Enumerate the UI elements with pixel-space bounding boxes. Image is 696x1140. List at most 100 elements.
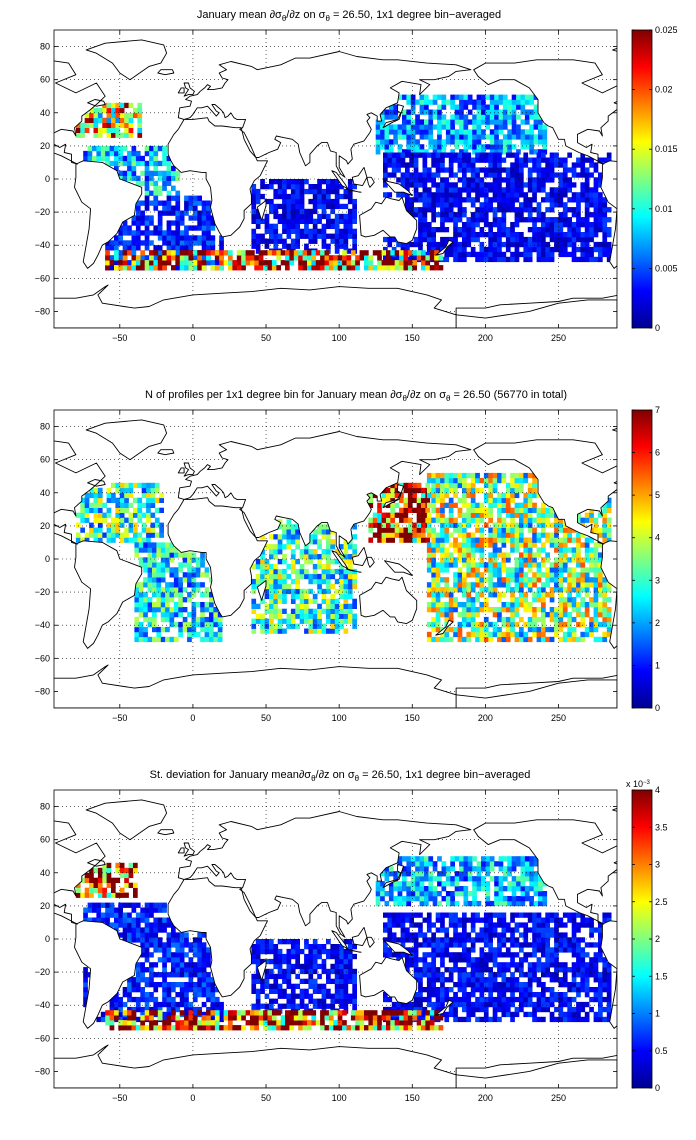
bin-cell bbox=[562, 157, 568, 163]
bin-cell bbox=[394, 502, 400, 508]
bin-cell bbox=[405, 162, 410, 168]
bin-cell bbox=[380, 871, 385, 877]
bin-cell bbox=[453, 182, 458, 188]
bin-cell bbox=[166, 937, 172, 943]
bin-cell bbox=[475, 542, 480, 548]
bin-cell bbox=[87, 907, 93, 913]
bin-cell bbox=[593, 597, 599, 603]
bin-cell bbox=[497, 172, 502, 178]
bin-cell bbox=[444, 577, 450, 583]
bin-cell bbox=[269, 588, 274, 595]
bin-cell bbox=[290, 208, 296, 215]
bin-cell bbox=[277, 588, 283, 595]
bin-cell bbox=[502, 134, 508, 140]
bin-cell bbox=[567, 167, 572, 173]
bin-cell bbox=[334, 559, 340, 565]
bin-cell bbox=[197, 947, 202, 953]
bin-cell bbox=[165, 616, 170, 623]
bin-cell bbox=[157, 1001, 163, 1008]
bin-cell bbox=[200, 607, 205, 613]
bin-cell bbox=[290, 218, 296, 224]
bin-cell bbox=[435, 162, 441, 168]
bin-cell bbox=[171, 962, 176, 968]
bin-cell bbox=[494, 134, 499, 140]
bin-cell bbox=[118, 155, 123, 162]
bin-cell bbox=[209, 612, 214, 618]
panel-std-deviation: St. deviation for January mean∂σθ/∂z on … bbox=[35, 769, 668, 1103]
bin-cell bbox=[254, 260, 259, 266]
bin-cell bbox=[422, 177, 428, 183]
bin-cell bbox=[138, 621, 144, 628]
bin-cell bbox=[146, 497, 151, 503]
bin-cell bbox=[419, 144, 425, 150]
bin-cell bbox=[187, 557, 192, 563]
bin-cell bbox=[179, 260, 185, 266]
bin-cell bbox=[380, 881, 385, 887]
bin-cell bbox=[532, 167, 537, 173]
bin-cell bbox=[339, 593, 344, 600]
bin-cell bbox=[264, 628, 270, 634]
bin-cell bbox=[422, 202, 428, 208]
bin-cell bbox=[346, 265, 352, 271]
bin-cell bbox=[462, 582, 467, 588]
bin-cell bbox=[153, 170, 159, 176]
bin-cell bbox=[406, 109, 412, 115]
bin-cell bbox=[527, 616, 533, 623]
y-tick-label: 20 bbox=[40, 141, 50, 151]
bin-cell bbox=[102, 127, 107, 133]
bin-cell bbox=[479, 577, 485, 583]
bin-cell bbox=[165, 612, 170, 618]
bin-cell bbox=[567, 567, 572, 573]
bin-cell bbox=[505, 626, 511, 633]
bin-cell bbox=[115, 102, 121, 109]
bin-cell bbox=[192, 1006, 198, 1013]
bin-cell bbox=[536, 207, 542, 213]
bin-cell bbox=[144, 260, 150, 266]
bin-cell bbox=[188, 260, 194, 266]
bin-cell bbox=[532, 532, 537, 538]
bin-cell bbox=[571, 256, 577, 263]
bin-cell bbox=[150, 492, 156, 499]
bin-cell bbox=[403, 502, 409, 508]
bin-cell bbox=[321, 944, 327, 950]
bin-cell bbox=[317, 544, 322, 550]
bin-cell bbox=[106, 862, 112, 869]
bin-cell bbox=[105, 907, 110, 913]
bin-cell bbox=[179, 210, 185, 216]
bin-cell bbox=[273, 193, 279, 200]
bin-cell bbox=[206, 235, 211, 241]
bin-cell bbox=[328, 265, 334, 271]
bin-cell bbox=[182, 607, 188, 613]
bin-cell bbox=[342, 255, 347, 261]
bin-cell bbox=[462, 592, 467, 598]
bin-cell bbox=[204, 621, 210, 628]
bin-cell bbox=[462, 562, 467, 568]
bin-cell bbox=[347, 213, 353, 220]
bin-cell bbox=[434, 255, 439, 261]
bin-cell bbox=[264, 573, 270, 580]
bin-cell bbox=[182, 572, 188, 578]
bin-cell bbox=[602, 582, 608, 588]
bin-cell bbox=[567, 572, 572, 578]
bin-cell bbox=[514, 597, 520, 603]
bin-cell bbox=[497, 472, 502, 479]
bin-cell bbox=[422, 167, 428, 173]
bin-cell bbox=[529, 134, 534, 140]
bin-cell bbox=[308, 218, 314, 224]
bin-cell bbox=[532, 227, 537, 233]
bin-cell bbox=[510, 227, 515, 233]
bin-cell bbox=[165, 567, 170, 573]
bin-cell bbox=[390, 250, 395, 256]
bin-cell bbox=[584, 612, 590, 618]
bin-cell bbox=[166, 982, 172, 988]
bin-cell bbox=[333, 265, 338, 271]
bin-cell bbox=[342, 265, 347, 271]
bin-cell bbox=[394, 482, 400, 489]
bin-cell bbox=[282, 573, 287, 580]
bin-cell bbox=[457, 497, 463, 503]
bin-cell bbox=[505, 582, 511, 588]
bin-cell bbox=[210, 240, 216, 246]
bin-cell bbox=[114, 165, 119, 172]
bin-cell bbox=[488, 577, 493, 583]
bin-cell bbox=[459, 129, 464, 135]
